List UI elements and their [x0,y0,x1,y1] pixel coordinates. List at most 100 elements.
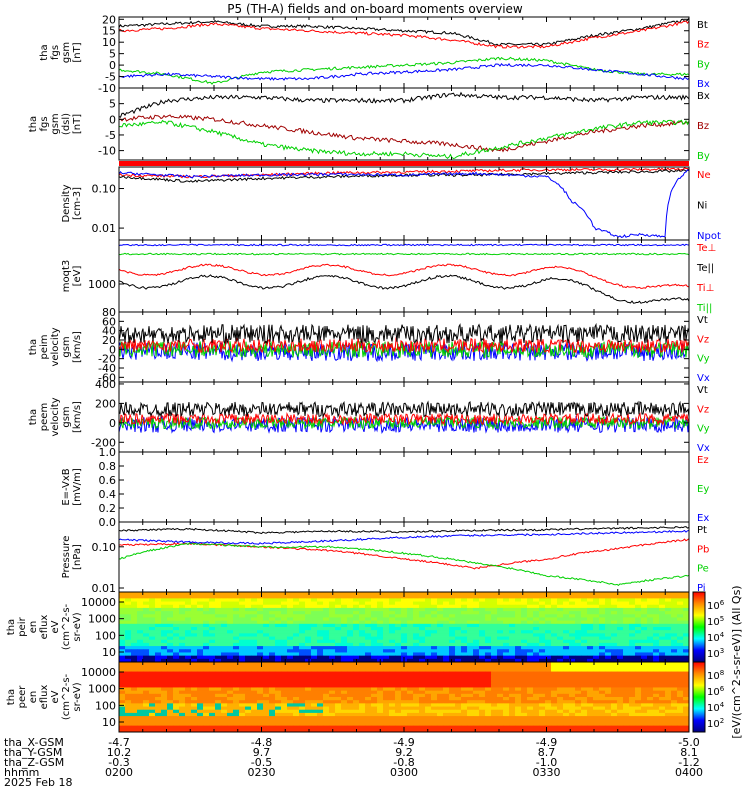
panel-peer-cell [629,700,636,704]
panel-peer-cell [479,716,486,720]
panel-peer-cell [653,665,660,669]
panel-peir-cell [311,592,318,596]
panel-peer-cell [599,671,606,676]
panel-peir-cell [545,601,552,606]
panel-peir-cell [347,614,354,618]
panel-peer-cell [185,728,192,733]
panel-peir-cell [539,652,546,657]
panel-peer-cell [131,662,138,666]
panel-peer-cell [239,725,246,730]
panel-peer-cell [161,684,168,688]
panel-peir-cell [137,595,144,599]
panel-peer-cell [149,709,156,714]
panel-peer-cell [239,709,246,714]
panel-peir-cell [551,633,558,637]
panel-peir-cell [635,601,642,606]
panel-peer-cell [539,719,546,723]
panel-peir-cell [515,649,522,653]
panel-peir-cell [557,620,564,625]
panel-peer-cell [671,703,678,707]
panel-peir-cell [149,655,156,660]
panel-peer-cell [179,662,186,666]
panel-peir-cell [413,655,420,660]
panel-peir-cell [569,611,576,615]
panel-peir-cell [683,658,690,663]
panel-peir-cell [281,623,288,628]
panel-peir-cell [605,607,612,612]
panel-peir-cell [215,601,222,606]
panel-peer-cell [155,719,162,723]
panel-peer-cell [605,681,612,685]
panel-peir-cell [593,592,600,596]
panel-peer-cell [587,725,594,730]
panel-peer-cell [299,712,306,717]
panel-peir-cell [335,642,342,647]
panel-peer-cell [263,709,270,714]
panel-peer-cell [233,690,240,695]
panel-peer-cell [365,693,372,698]
panel-peer-cell [197,709,204,714]
panel-peer-cell [449,725,456,730]
panel-peer-cell [149,719,156,723]
panel-peer-cell [389,706,396,711]
panel-peer-cell [203,728,210,733]
panel-peir-cell [563,604,570,609]
panel-peir-cell [653,649,660,653]
panel-peem-velocity-ytick-label: 400 [95,378,116,391]
panel-peir-cell [287,633,294,637]
panel-peer-cell [245,725,252,730]
panel-peir-cell [431,655,438,660]
panel-peer-cell [671,719,678,723]
panel-peer-cell [155,709,162,714]
panel-peir-cell [653,617,660,622]
panel-peer-cell [137,690,144,695]
panel-peer-cell [575,712,582,717]
panel-peir-cell [635,607,642,612]
panel-peer-cell [377,697,384,701]
panel-peir-cell [545,655,552,660]
panel-peir-cell [467,627,474,631]
cbar-lower-tick-exp: 6 [720,685,725,693]
panel-peir-cell [527,595,534,599]
panel-peir-cell [305,633,312,637]
panel-peer-cell [161,674,168,679]
panel-peer-cell [617,684,624,688]
panel-peer-cell [623,703,630,707]
panel-peer-cell [389,662,396,666]
panel-peir-cell [581,595,588,599]
panel-peer-cell [359,706,366,711]
panel-peir-cell [563,620,570,625]
panel-peir-cell [167,646,174,650]
panel-peir-cell [293,649,300,653]
panel-peer-cell [593,722,600,727]
panel-peer-cell [329,677,336,682]
panel-peir-cell [593,655,600,660]
panel-peer-cell [233,693,240,698]
panel-peir-cell [623,620,630,625]
panel-peer-cell [509,700,516,704]
panel-peir-cell [197,639,204,644]
panel-peir-cell [641,633,648,637]
panel-peir-cell [203,639,210,644]
panel-peer-cell [479,725,486,730]
panel-peir-cell [149,652,156,657]
panel-peir-cell [329,617,336,622]
panel-peir-cell [683,611,690,615]
panel-peir-cell [275,639,282,644]
panel-peer-cell [575,677,582,682]
panel-fgs-gsm-ytick-label: -10 [98,82,116,95]
panel-peir-cell [479,620,486,625]
panel-peer-cell [311,671,318,676]
panel-peir-cell [311,642,318,647]
panel-peer-cell [263,700,270,704]
panel-peir-cell [179,649,186,653]
panel-peer-cell [413,684,420,688]
panel-peer-cell [479,665,486,669]
panel-peir-cell [557,646,564,650]
panel-peer-cell [137,703,144,707]
panel-peer-cell [257,709,264,714]
panel-peir-cell [221,604,228,609]
panel-fgs-dsl-ylabel-line: [nT] [72,114,83,134]
panel-peir-cell [683,614,690,618]
panel-peer-cell [233,700,240,704]
